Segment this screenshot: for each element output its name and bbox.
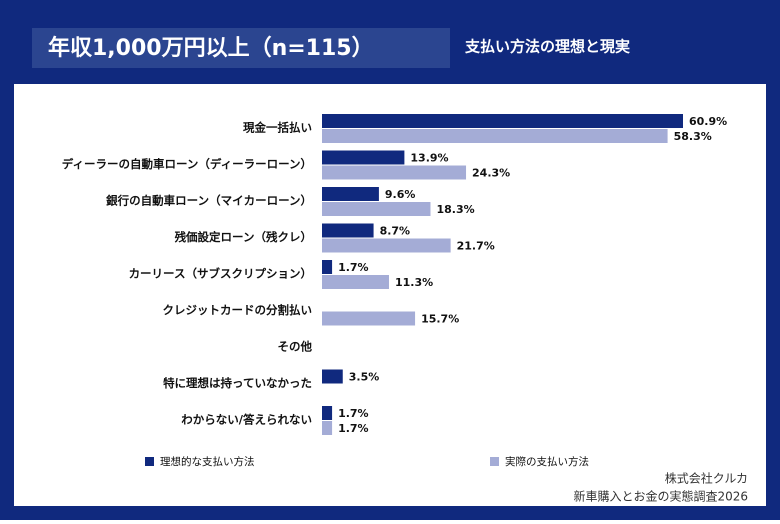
y-tick-label: カーリース（サブスクリプション） bbox=[129, 267, 312, 281]
bar bbox=[322, 406, 333, 420]
bar bbox=[322, 150, 405, 165]
data-label: 18.3% bbox=[436, 203, 474, 216]
bar bbox=[322, 187, 379, 201]
y-tick-label: わからない/答えられない bbox=[181, 413, 312, 427]
y-tick-label: クレジットカードの分割払い bbox=[163, 303, 313, 317]
bar bbox=[322, 275, 389, 289]
legend-swatch bbox=[490, 457, 499, 466]
data-label: 11.3% bbox=[395, 276, 433, 289]
data-label: 1.7% bbox=[338, 422, 369, 435]
data-label: 13.9% bbox=[410, 152, 448, 165]
legend-swatch bbox=[145, 457, 154, 466]
data-label: 1.7% bbox=[338, 407, 369, 420]
legend-label: 実際の支払い方法 bbox=[505, 455, 589, 468]
data-label: 8.7% bbox=[380, 225, 411, 238]
y-tick-label: 現金一括払い bbox=[243, 121, 312, 135]
bar bbox=[322, 202, 431, 216]
data-label: 1.7% bbox=[338, 261, 369, 274]
data-label: 58.3% bbox=[674, 130, 712, 143]
bar bbox=[322, 369, 343, 384]
note: 新車購入とお金の実態調査2026 bbox=[573, 489, 748, 504]
data-label: 60.9% bbox=[689, 115, 727, 128]
y-tick-label: 残価設定ローン（残クレ） bbox=[175, 230, 312, 244]
chart-title: 年収1,000万円以上（n=115） bbox=[48, 35, 374, 61]
y-tick-label: 銀行の自動車ローン（マイカーローン） bbox=[106, 194, 312, 208]
legend-label: 理想的な支払い方法 bbox=[160, 455, 255, 468]
data-label: 24.3% bbox=[472, 167, 510, 180]
bar bbox=[322, 114, 683, 128]
bar bbox=[322, 223, 374, 238]
bar bbox=[322, 165, 467, 180]
chart-subtitle: 支払い方法の理想と現実 bbox=[464, 38, 630, 56]
note: 株式会社クルカ bbox=[665, 471, 748, 486]
title-box bbox=[32, 28, 450, 68]
data-label: 21.7% bbox=[457, 240, 495, 253]
data-label: 15.7% bbox=[421, 313, 459, 326]
bar bbox=[322, 129, 668, 143]
data-label: 9.6% bbox=[385, 188, 416, 201]
y-tick-label: ディーラーの自動車ローン（ディーラーローン） bbox=[62, 157, 312, 171]
bar bbox=[322, 260, 333, 274]
y-tick-label: その他 bbox=[278, 340, 313, 354]
y-tick-label: 特に理想は持っていなかった bbox=[163, 376, 312, 390]
bar bbox=[322, 421, 333, 435]
data-label: 3.5% bbox=[349, 371, 380, 384]
panel bbox=[14, 84, 766, 506]
bar bbox=[322, 238, 451, 253]
bar bbox=[322, 311, 416, 326]
